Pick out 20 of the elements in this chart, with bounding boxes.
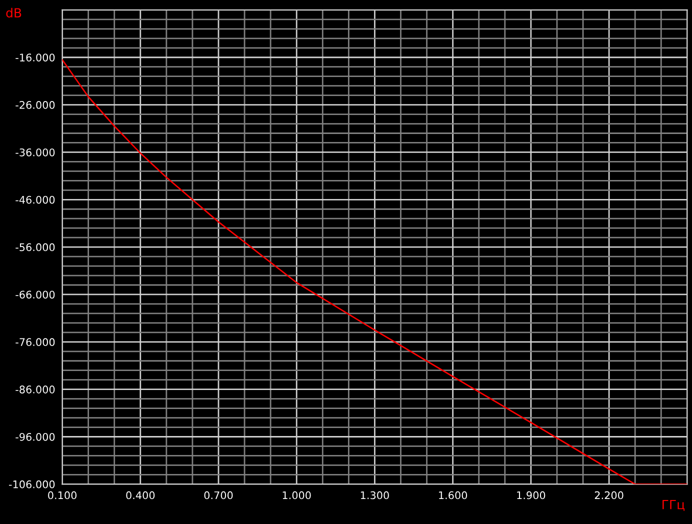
y-tick-label: -56.000	[16, 243, 55, 252]
x-tick-label: 2.200	[594, 491, 624, 500]
x-tick-label: 1.300	[360, 491, 389, 500]
y-tick-label: -76.000	[16, 338, 55, 346]
x-tick-label: 1.900	[517, 491, 546, 500]
x-tick-label: 1.600	[439, 491, 468, 500]
y-tick-label: -16.000	[16, 54, 55, 62]
y-tick-label: -66.000	[16, 290, 55, 299]
x-tick-label: 1.000	[282, 491, 311, 500]
y-tick-label: -46.000	[16, 196, 55, 204]
y-axis-title: dB	[6, 8, 22, 18]
y-tick-label: -26.000	[16, 101, 55, 109]
y-tick-label: -36.000	[16, 148, 55, 156]
x-tick-label: 0.400	[126, 491, 155, 500]
x-tick-label: 0.100	[48, 491, 76, 500]
x-tick-label: 0.700	[204, 491, 233, 500]
y-tick-label: -96.000	[16, 432, 55, 441]
y-tick-label: -106.000	[9, 480, 55, 488]
y-tick-label: -86.000	[16, 386, 55, 394]
x-axis-title: ГГц	[662, 500, 685, 511]
